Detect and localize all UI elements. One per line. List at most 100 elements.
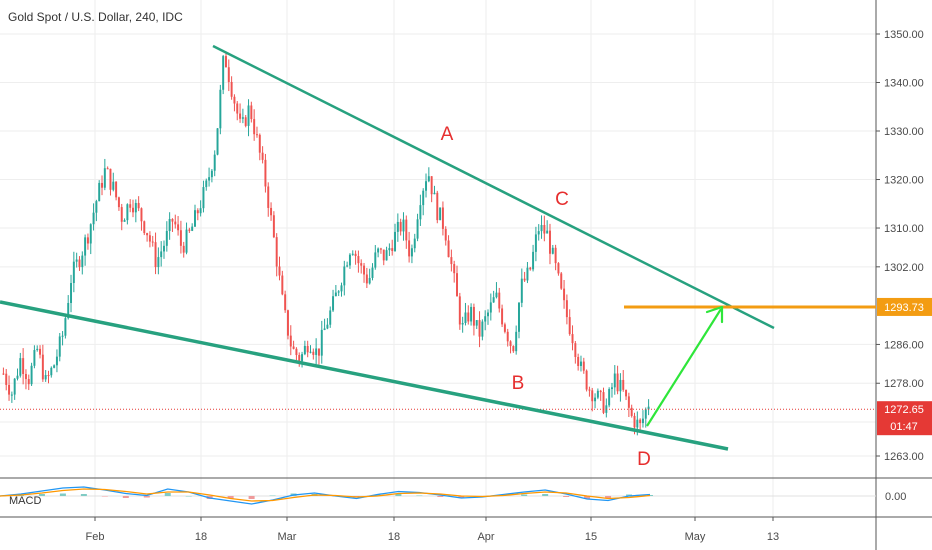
price-tick-label: 1278.00 [884,378,924,390]
candle-body [616,373,619,392]
candle-body [306,345,309,353]
candle-body [472,306,475,326]
candle-body [439,207,442,221]
macd-histogram-bar [416,495,423,496]
macd-label: MACD [9,495,41,507]
signal-line [0,488,651,502]
candle-body [436,192,439,221]
candle-body [444,228,447,241]
candle-body [101,182,104,188]
candle-body [157,257,160,268]
candle-body [309,351,312,353]
candle-body [340,285,343,292]
candle-body [374,252,377,268]
candle-body [27,379,30,385]
candle-body [103,168,106,188]
time-tick-label: Feb [86,531,105,543]
candle-body [518,302,520,332]
candle-body [106,168,109,170]
candle-body [208,177,211,181]
macd-histogram-bar [269,495,276,496]
candle-body [416,219,419,239]
candle-body [487,312,489,317]
candle-body [89,224,92,244]
point-label-b: B [512,373,525,394]
point-label-d: D [637,449,651,470]
candle-body [30,365,33,385]
candle-body [36,348,39,351]
candle-body [379,248,382,250]
candle-body [320,329,323,356]
macd-pane [0,486,876,505]
time-tick-label: 15 [585,531,597,543]
candle-body [109,168,112,190]
candle-body [61,335,64,337]
candle-body [227,67,230,82]
candle-body [239,113,242,119]
candle-body [537,231,540,235]
candle-body [464,312,467,324]
candle-body [219,89,222,129]
current-price-value: 1272.65 [884,404,924,416]
candle-body [619,379,622,392]
macd-histogram-bar [122,496,129,498]
candle-body [639,419,642,424]
candle-body [47,375,50,377]
candle-body [126,204,129,221]
candle-body [357,256,360,264]
candle-body [244,117,247,126]
candle-body [148,235,151,242]
candle-body [633,415,636,428]
candle-body [343,266,346,286]
candle-body [132,207,134,213]
candle-body [267,186,270,208]
candles [2,51,650,436]
candle-body [596,390,599,398]
candle-body [295,348,298,356]
candle-body [75,259,78,262]
candle-body [289,335,292,347]
candle-body [430,176,433,195]
macd-histogram-bar [626,494,633,496]
candle-body [492,297,495,303]
candle-body [199,208,202,214]
candle-body [644,409,647,419]
candle-body [419,205,422,220]
macd-histogram-bar [185,496,192,497]
candle-body [551,247,554,254]
candle-body [72,261,75,284]
candle-body [255,134,258,136]
price-tick-label: 1302.00 [884,262,924,274]
target-price-value: 1293.73 [884,302,924,314]
candle-body [625,389,628,397]
candle-body [236,103,239,114]
lower-trendline [0,300,729,451]
candle-body [410,248,413,257]
candle-body [585,370,588,390]
candle-body [64,318,67,336]
candle-body [163,245,165,252]
candle-body [360,263,363,266]
candle-body [608,389,611,406]
candle-body [622,379,625,390]
candle-body [456,273,458,297]
candle-body [565,300,568,318]
candle-body [284,294,287,311]
candle-body [509,341,512,347]
candle-body [391,248,394,251]
candle-body [165,230,168,246]
candle-body [67,302,70,319]
price-tick-label: 1340.00 [884,78,924,90]
candle-body [160,251,163,258]
macd-histogram-bar [437,496,444,497]
candle-body [351,253,354,255]
candle-body [337,291,340,293]
candle-body [441,207,444,229]
candle-body [115,181,118,198]
candle-body [281,275,284,295]
candle-body [475,320,478,326]
macd-histogram-bar [374,494,381,496]
price-tick-label: 1330.00 [884,126,924,138]
candle-body [191,226,194,231]
